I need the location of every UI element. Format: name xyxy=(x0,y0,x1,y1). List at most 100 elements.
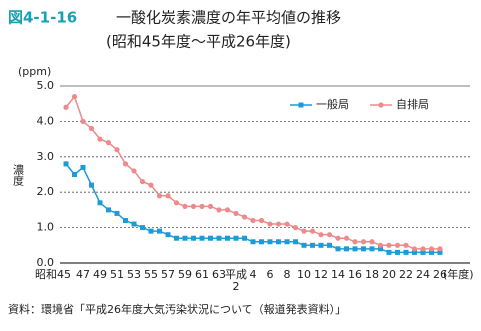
point xyxy=(207,203,214,209)
point xyxy=(250,217,256,224)
point xyxy=(429,249,434,255)
point xyxy=(199,203,205,209)
point xyxy=(352,246,358,252)
point xyxy=(369,239,375,245)
x-tick-label: 59 xyxy=(178,268,192,281)
point xyxy=(420,249,426,255)
source: 資料：環境省「平成26年度大気汚染状況について（報道発表資料）」 xyxy=(8,302,346,316)
point xyxy=(378,246,383,252)
x-tick-label: 10 xyxy=(297,268,311,281)
point xyxy=(242,235,247,241)
x-unit: (年度) xyxy=(443,267,474,281)
x-tick-label: 57 xyxy=(161,268,175,281)
point xyxy=(105,140,112,146)
point xyxy=(412,249,417,255)
point xyxy=(63,104,69,110)
point xyxy=(148,182,154,188)
x-tick-label: 20 xyxy=(382,268,396,281)
point xyxy=(216,235,222,241)
y-tick-label: 0.0 xyxy=(37,256,55,269)
x-tick-label: 18 xyxy=(365,268,379,281)
point xyxy=(361,246,366,252)
x-tick-label: 6 xyxy=(267,268,274,281)
x-tick-label: 55 xyxy=(144,268,158,281)
point xyxy=(191,235,196,241)
point xyxy=(80,118,86,124)
point xyxy=(114,210,120,216)
legend-label: 自排局 xyxy=(396,97,429,111)
x-tick-label: 8 xyxy=(284,268,291,281)
point xyxy=(225,235,230,241)
y-tick-label: 2.0 xyxy=(37,185,55,198)
point xyxy=(97,200,103,206)
point xyxy=(386,242,392,248)
y-unit: (ppm) xyxy=(18,65,51,78)
point xyxy=(123,218,128,224)
point xyxy=(156,193,163,199)
point xyxy=(216,207,222,213)
point xyxy=(131,168,137,174)
x-tick-label: 49 xyxy=(93,268,107,281)
point xyxy=(148,228,154,234)
point xyxy=(437,246,443,252)
x-tick-label: 24 xyxy=(416,268,430,281)
point xyxy=(352,239,358,245)
point xyxy=(173,200,180,206)
point xyxy=(89,182,94,188)
x-tick-label: 61 xyxy=(195,268,209,281)
legend-marker xyxy=(378,102,384,108)
figure-label: 図4-1-16 xyxy=(8,9,77,27)
x-tick-label: 12 xyxy=(314,268,328,281)
point xyxy=(403,242,409,248)
point xyxy=(428,246,435,252)
point xyxy=(403,249,409,255)
point xyxy=(88,125,95,132)
point xyxy=(293,239,298,245)
point xyxy=(140,225,145,231)
chart-title: 一酸化炭素濃度の年平均値の推移 xyxy=(116,9,341,27)
series-line xyxy=(65,163,440,254)
point xyxy=(182,235,188,241)
point xyxy=(122,161,129,167)
x-tick-label: 26 xyxy=(433,268,447,281)
point xyxy=(284,239,290,245)
point xyxy=(284,221,290,227)
x-tick-label: 昭和45 xyxy=(35,268,71,281)
point xyxy=(369,246,375,252)
point xyxy=(174,235,179,241)
point xyxy=(165,193,171,199)
point xyxy=(71,94,78,100)
point xyxy=(395,249,400,255)
point xyxy=(394,242,401,248)
x-tick-label: 51 xyxy=(110,268,124,281)
point xyxy=(335,246,341,252)
point xyxy=(182,203,188,209)
point xyxy=(276,239,281,245)
x-tick-label: 63 xyxy=(212,268,226,281)
point xyxy=(233,210,239,217)
chart-subtitle: (昭和45年度～平成26年度) xyxy=(106,33,291,51)
point xyxy=(360,239,367,245)
y-tick-label: 4.0 xyxy=(37,114,55,127)
point xyxy=(224,207,231,213)
point xyxy=(258,217,265,224)
point xyxy=(343,235,350,241)
point xyxy=(301,228,307,234)
x-tick-label: 53 xyxy=(127,268,141,281)
point xyxy=(199,235,205,241)
y-tick-label: 3.0 xyxy=(37,150,55,163)
point xyxy=(131,221,137,227)
point xyxy=(335,235,341,241)
point xyxy=(241,214,248,220)
point xyxy=(233,235,239,241)
legend-label: 一般局 xyxy=(316,98,349,111)
point xyxy=(377,242,384,248)
x-tick-label: 47 xyxy=(76,268,90,281)
point xyxy=(275,221,282,227)
point xyxy=(208,235,213,241)
y-tick-label: 5.0 xyxy=(37,79,55,92)
point xyxy=(267,221,273,227)
point xyxy=(437,249,443,255)
point xyxy=(420,246,426,252)
x-tick-label: 22 xyxy=(399,268,413,281)
